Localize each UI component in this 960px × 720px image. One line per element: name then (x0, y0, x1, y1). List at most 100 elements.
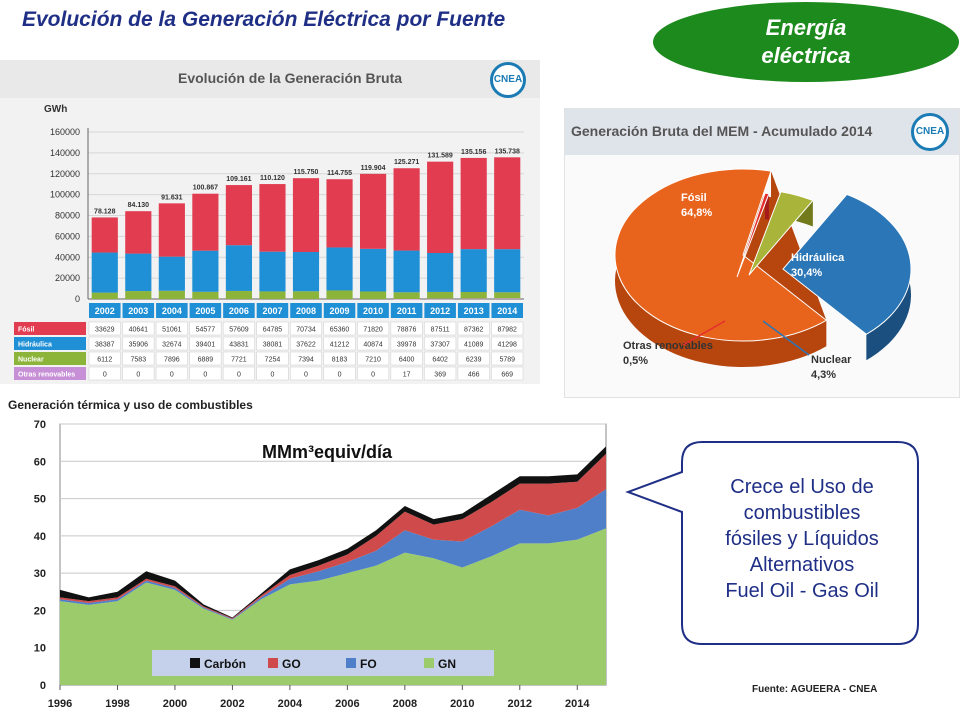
bar-total-label: 114.755 (327, 170, 352, 177)
y-tick-label: 160000 (50, 127, 80, 137)
cnea-logo: CNEA (490, 62, 526, 98)
table-cell-bg (424, 366, 457, 381)
table-cell: 40641 (129, 327, 149, 334)
table-row-label: Hidráulica (18, 342, 52, 349)
bar-segment (494, 157, 521, 250)
callout-line: Crece el Uso de (730, 476, 874, 498)
table-cell: 0 (203, 372, 207, 379)
badge-line-2: eléctrica (761, 43, 851, 68)
x-tick-label: 2000 (163, 698, 187, 710)
table-cell: 57609 (229, 327, 249, 334)
x-tick-label: 1998 (105, 698, 129, 710)
bar-segment (125, 253, 152, 292)
year-label: 2010 (363, 306, 383, 316)
bar-total-label: 100.867 (193, 185, 218, 192)
bar-segment (359, 248, 387, 292)
table-cell-bg (289, 321, 323, 336)
bar-segment (494, 249, 521, 293)
table-cell: 6112 (97, 357, 112, 364)
slide-title: Evolución de la Generación Eléctrica por… (22, 8, 506, 31)
bar-segment (460, 292, 487, 299)
area-chart-title: Generación térmica y uso de combustibles (8, 398, 253, 412)
bar-segment (359, 291, 387, 299)
table-cell: 0 (271, 372, 275, 379)
table-cell: 7254 (265, 357, 281, 364)
table-cell-bg (189, 351, 222, 366)
year-label: 2011 (397, 306, 417, 316)
bar-segment (326, 247, 353, 291)
year-header-cell (457, 303, 490, 318)
table-cell: 7394 (298, 357, 314, 364)
bar-total-label: 135.156 (461, 149, 486, 156)
table-cell-bg (88, 336, 121, 351)
x-tick-label: 1996 (48, 698, 72, 710)
bar-segment (292, 291, 320, 299)
table-cell: 87982 (497, 327, 517, 334)
table-cell-bg (289, 366, 323, 381)
pie-chart-title: Generación Bruta del MEM - Acumulado 201… (571, 123, 873, 139)
table-cell: 87362 (464, 327, 484, 334)
bar-segment (225, 245, 253, 291)
bar-segment (158, 256, 185, 291)
table-cell: 8183 (332, 357, 348, 364)
legend-label: FO (360, 657, 377, 671)
bar-chart-title: Evolución de la Generación Bruta (178, 70, 403, 86)
table-cell: 0 (338, 372, 342, 379)
legend-label: Carbón (204, 657, 246, 671)
y-tick-label: 0 (75, 294, 80, 304)
table-cell-bg (457, 336, 490, 351)
table-cell: 39978 (397, 342, 417, 349)
bar-segment (292, 252, 320, 292)
pie-slice-label: Otras renovables (623, 340, 713, 352)
year-header-cell (323, 303, 356, 318)
bar-total-label: 119.904 (361, 165, 386, 172)
table-cell: 0 (304, 372, 308, 379)
pie-slice-value: 64,8% (681, 207, 712, 219)
table-cell: 54577 (196, 327, 216, 334)
callout-line: Alternativos (749, 554, 855, 576)
table-cell: 7721 (231, 357, 247, 364)
x-tick-label: 2010 (450, 698, 474, 710)
legend-box (152, 650, 494, 676)
pie-slice (736, 192, 770, 278)
year-label: 2007 (262, 306, 282, 316)
table-cell-bg (256, 336, 289, 351)
table-cell-bg (122, 336, 155, 351)
legend-label: GN (438, 657, 456, 671)
year-header-cell (357, 303, 389, 318)
table-cell: 466 (468, 372, 480, 379)
x-tick-label: 2014 (565, 698, 590, 710)
x-tick-label: 2006 (335, 698, 359, 710)
table-cell-bg (289, 351, 323, 366)
table-cell: 32674 (162, 342, 182, 349)
legend-label: GO (282, 657, 301, 671)
pie-slice-label: Hidráulica (791, 252, 845, 264)
bar-segment (192, 250, 219, 292)
table-row-label-bg (14, 367, 86, 380)
table-cell: 0 (170, 372, 174, 379)
pie-slice (782, 193, 912, 335)
bar-segment (158, 290, 185, 299)
table-cell-bg (189, 336, 222, 351)
table-cell: 41212 (330, 342, 350, 349)
bar-total-label: 109.161 (226, 176, 251, 183)
pie-chart: Fósil 64,8% Hidráulica 30,4% Nuclear 4,3% Otra… (614, 168, 912, 381)
table-cell-bg (457, 366, 490, 381)
year-header-cell (491, 303, 523, 318)
y-tick-label: 20 (34, 605, 46, 617)
table-cell-bg (424, 336, 457, 351)
table-cell-bg (357, 336, 390, 351)
table-cell: 70734 (296, 327, 316, 334)
x-tick-label: 2004 (278, 698, 303, 710)
y-tick-label: 20000 (55, 273, 80, 283)
bar-segment (393, 292, 420, 299)
table-cell: 37622 (296, 342, 316, 349)
table-cell-bg (491, 351, 524, 366)
table-cell: 38387 (95, 342, 115, 349)
bar-segment (393, 250, 420, 293)
table-cell-bg (289, 336, 323, 351)
year-header-cell (223, 303, 255, 318)
bar-total-label: 115.750 (294, 169, 319, 176)
callout-line: fósiles y Líquidos (725, 528, 879, 550)
y-tick-label: 0 (40, 680, 46, 692)
